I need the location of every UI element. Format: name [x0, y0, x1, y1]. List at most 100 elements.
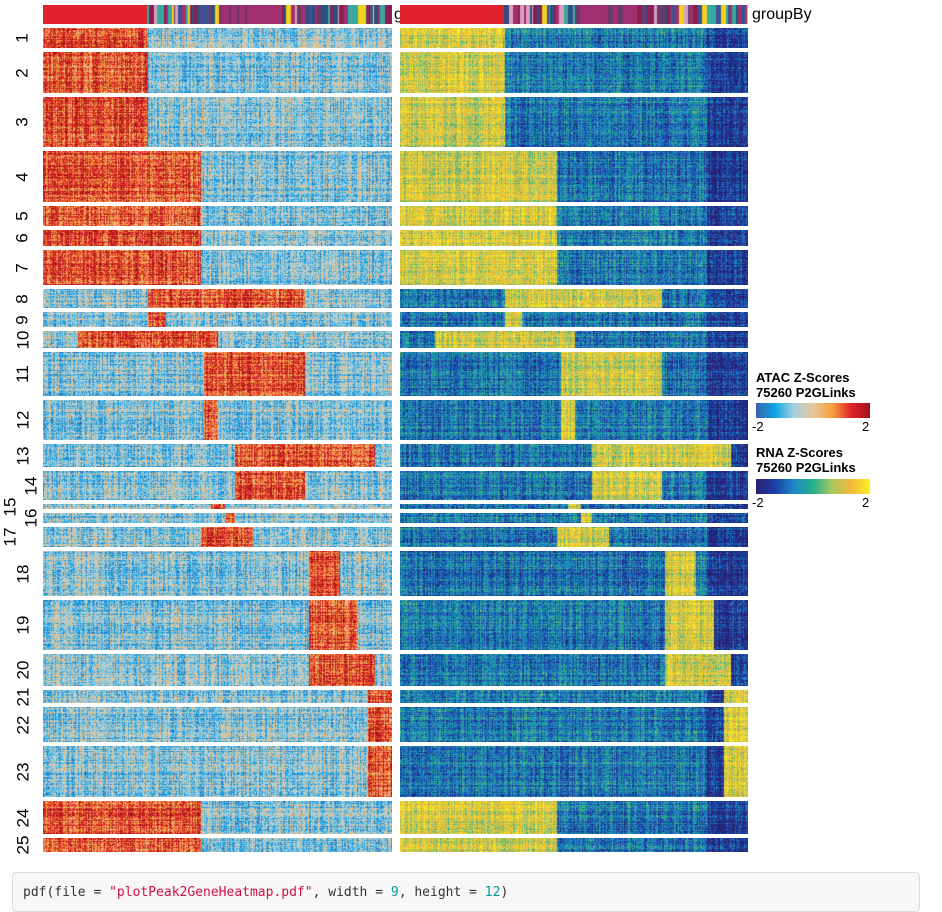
row-cluster-label: 16 [21, 509, 41, 528]
row-cluster-label-text: 21 [12, 687, 32, 706]
code-width: 9 [390, 885, 399, 900]
row-cluster-label-text: 3 [13, 117, 32, 127]
rna-tick-min: -2 [752, 495, 764, 510]
row-cluster-label: 10 [8, 330, 38, 349]
row-cluster-label: 20 [8, 654, 38, 686]
row-cluster-label: 24 [8, 801, 38, 834]
rna-heatmap-cluster-23 [400, 746, 748, 797]
rna-tick-max: 2 [862, 495, 870, 510]
row-cluster-label-text: 4 [13, 171, 32, 182]
atac-heatmap-cluster-20 [43, 654, 392, 686]
groupby-label: groupBy [752, 6, 812, 23]
row-cluster-label-text: 24 [12, 808, 32, 827]
row-cluster-label-text: 17 [0, 527, 19, 547]
atac-heatmap-cluster-18 [43, 551, 392, 596]
row-cluster-label-text: 23 [12, 762, 32, 781]
atac-heatmap-cluster-15 [43, 504, 392, 509]
row-cluster-label-text: 5 [13, 211, 32, 221]
row-cluster-label-text: 2 [13, 67, 32, 78]
atac-heatmap-cluster-23 [43, 746, 392, 797]
rna-heatmap-cluster-9 [400, 312, 748, 327]
rna-legend: RNA Z-Scores 75260 P2GLinks [756, 445, 856, 475]
row-cluster-label: 9 [8, 312, 38, 327]
row-cluster-label-text: 11 [13, 365, 32, 383]
atac-tick-min: -2 [752, 419, 764, 434]
rna-heatmap-cluster-25 [400, 838, 748, 852]
rna-heatmap-cluster-1 [400, 28, 748, 48]
atac-heatmap-cluster-14 [43, 471, 392, 500]
atac-legend-title-2: 75260 P2GLinks [756, 385, 856, 400]
atac-heatmap-cluster-1 [43, 28, 392, 48]
row-cluster-label: 11 [8, 352, 38, 396]
rna-heatmap-cluster-6 [400, 230, 748, 246]
atac-heatmap-cluster-19 [43, 600, 392, 650]
row-cluster-label: 18 [8, 551, 38, 596]
atac-heatmap-cluster-24 [43, 801, 392, 834]
atac-heatmap-cluster-4 [43, 151, 392, 202]
row-cluster-label-text: 20 [12, 660, 32, 680]
rna-heatmap-cluster-12 [400, 400, 748, 440]
row-cluster-label-text: 19 [12, 615, 32, 635]
row-cluster-label-text: 15 [0, 497, 19, 516]
code-file: "plotPeak2GeneHeatmap.pdf" [109, 885, 313, 900]
rna-heatmap-cluster-2 [400, 52, 748, 93]
row-cluster-label-text: 22 [12, 715, 32, 734]
row-cluster-label-text: 10 [12, 330, 32, 349]
column-annotation-bar-atac [43, 5, 392, 24]
row-cluster-label: 14 [21, 471, 41, 500]
row-cluster-label: 25 [8, 835, 38, 855]
atac-heatmap-cluster-8 [43, 289, 392, 308]
code-fn: pdf(file = [23, 885, 110, 900]
atac-heatmap-cluster-5 [43, 206, 392, 226]
atac-heatmap-cluster-10 [43, 331, 392, 348]
groupby-label-clipped: groupBy [394, 6, 400, 23]
rna-heatmap-cluster-13 [400, 444, 748, 467]
rna-heatmap-cluster-3 [400, 97, 748, 147]
atac-heatmap-cluster-6 [43, 230, 392, 246]
row-cluster-label: 1 [8, 28, 38, 48]
rna-heatmap-cluster-5 [400, 206, 748, 226]
atac-tick-max: 2 [862, 419, 870, 434]
code-height: 12 [484, 885, 501, 900]
row-cluster-label-text: 13 [12, 446, 32, 465]
rna-legend-title-1: RNA Z-Scores [756, 445, 843, 460]
atac-legend-title-1: ATAC Z-Scores [756, 370, 850, 385]
rna-heatmap-cluster-14 [400, 471, 748, 500]
row-cluster-label: 22 [8, 707, 38, 742]
row-cluster-label: 23 [8, 746, 38, 797]
row-cluster-label: 13 [8, 444, 38, 467]
rna-heatmap-cluster-15 [400, 504, 748, 509]
atac-heatmap-cluster-13 [43, 444, 392, 467]
atac-heatmap-cluster-12 [43, 400, 392, 440]
atac-heatmap-cluster-17 [43, 527, 392, 547]
atac-heatmap-cluster-3 [43, 97, 392, 147]
rna-heatmap-cluster-21 [400, 690, 748, 703]
rna-heatmap-cluster-20 [400, 654, 748, 686]
atac-heatmap-cluster-22 [43, 707, 392, 742]
atac-heatmap-cluster-7 [43, 250, 392, 285]
row-cluster-label-text: 12 [12, 410, 32, 430]
rna-heatmap-cluster-24 [400, 801, 748, 834]
rna-heatmap-cluster-8 [400, 289, 748, 308]
row-cluster-label-text: 1 [13, 33, 32, 43]
row-cluster-label-text: 16 [20, 508, 40, 528]
row-cluster-label-text: 7 [13, 262, 32, 273]
row-cluster-label: 6 [8, 230, 38, 246]
row-cluster-label: 15 [0, 497, 20, 516]
row-cluster-label-text: 18 [12, 564, 32, 583]
row-cluster-label: 21 [8, 687, 38, 706]
row-cluster-label: 17 [0, 527, 20, 547]
row-cluster-label: 8 [8, 289, 38, 308]
code-w-label: , width = [312, 885, 391, 900]
row-cluster-label-text: 25 [12, 835, 32, 855]
row-cluster-label-text: 14 [20, 476, 40, 495]
row-cluster-label: 19 [8, 600, 38, 650]
rna-heatmap-cluster-4 [400, 151, 748, 202]
code-block[interactable]: pdf(file = "plotPeak2GeneHeatmap.pdf", w… [12, 872, 920, 912]
atac-heatmap-cluster-16 [43, 513, 392, 523]
atac-colorbar [756, 403, 870, 418]
atac-legend: ATAC Z-Scores 75260 P2GLinks [756, 370, 856, 400]
row-cluster-label-text: 6 [13, 233, 32, 243]
rna-heatmap-cluster-7 [400, 250, 748, 285]
column-annotation-bar-rna [400, 5, 748, 24]
